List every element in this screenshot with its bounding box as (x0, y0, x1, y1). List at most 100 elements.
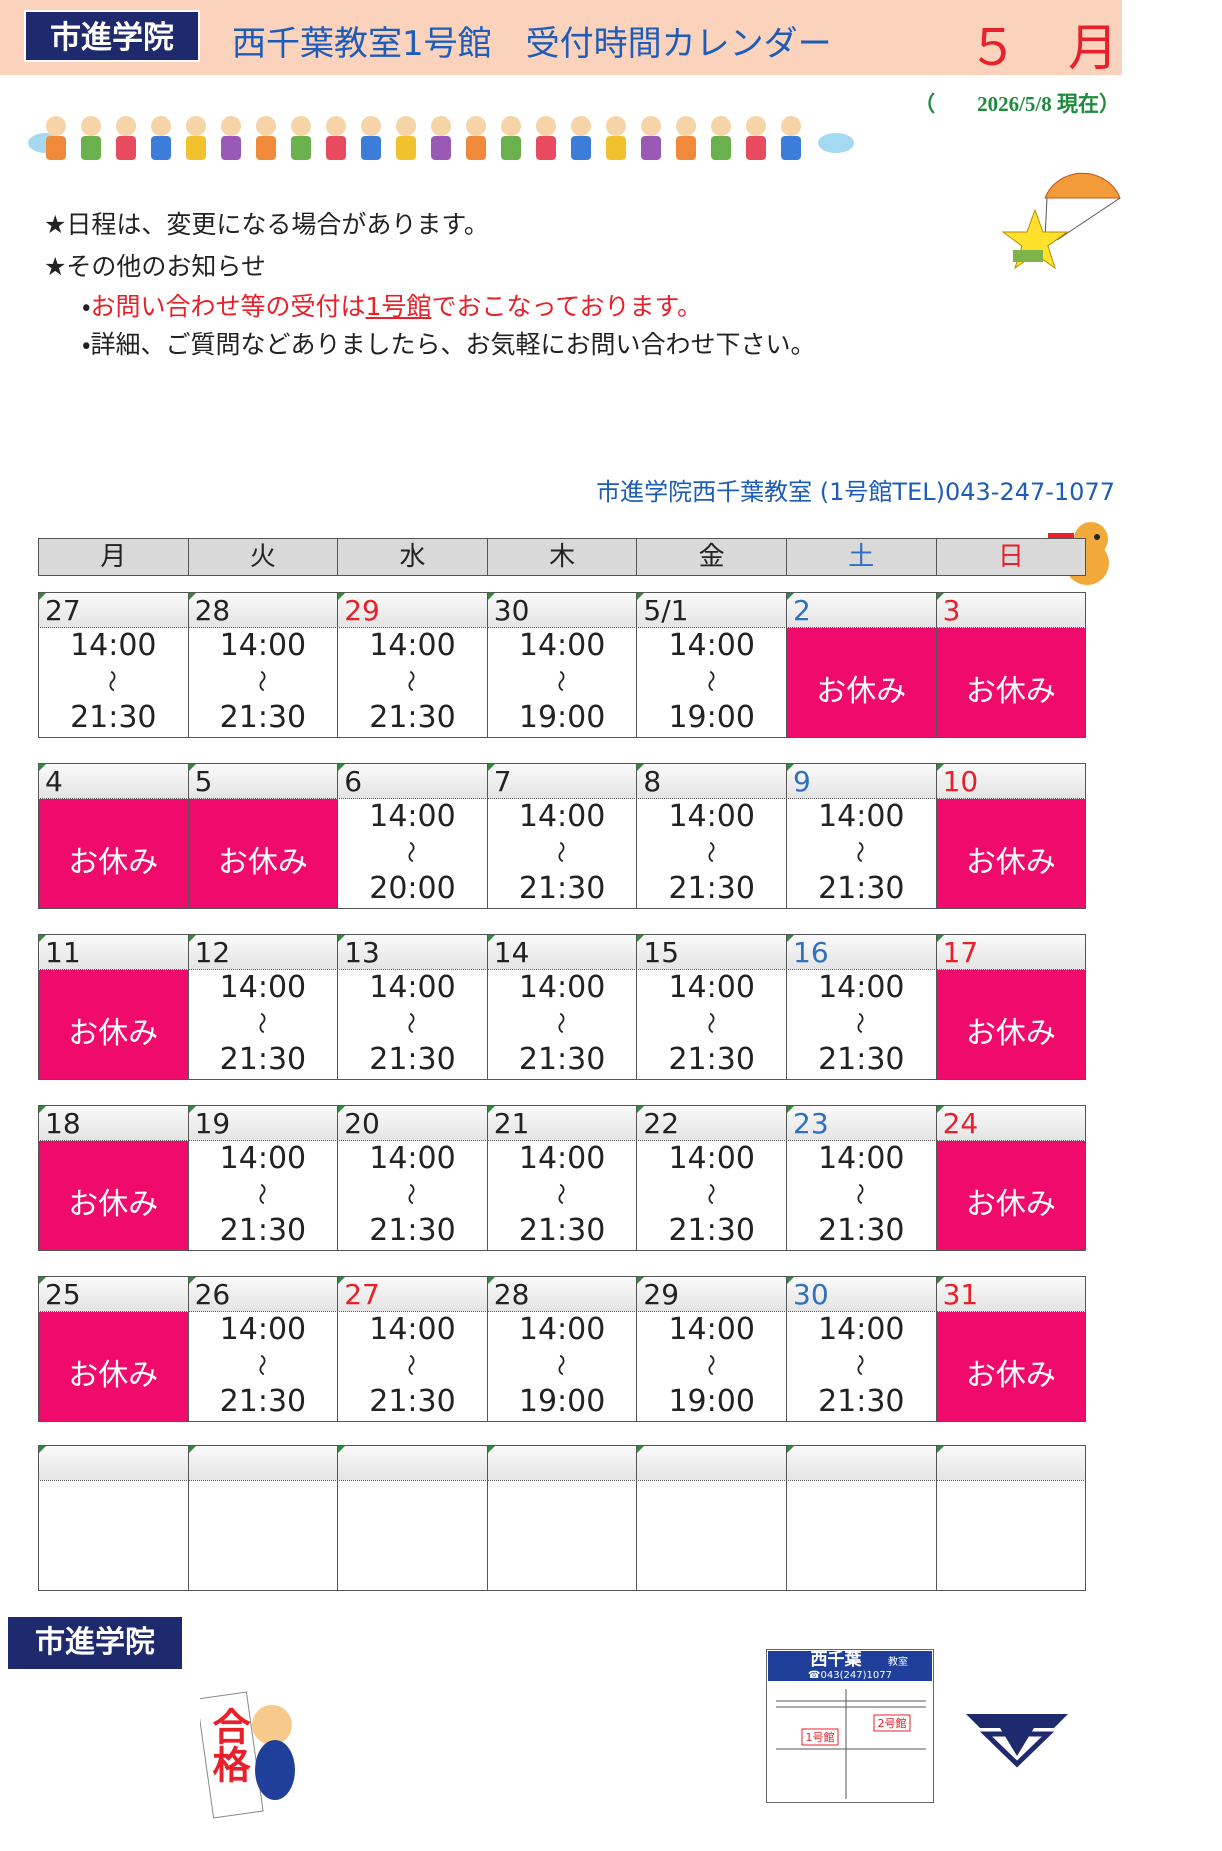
hours-cell: 14:00 ～ 21:30 (486, 1141, 638, 1251)
mascot (396, 116, 416, 160)
closed-cell: お休み (935, 1312, 1087, 1422)
date-cell: 12 (187, 934, 339, 970)
hours-line: ～ (637, 1347, 786, 1382)
hours-line: 14:00 (637, 1141, 786, 1176)
mascot (746, 116, 766, 160)
hours-time: 14:00 (518, 1141, 606, 1176)
hours-line: 21:30 (488, 871, 637, 906)
hours-time: 19:00 (668, 700, 755, 735)
date-cell: 17 (935, 934, 1087, 970)
hours-time: 14:00 (818, 1141, 905, 1176)
mascot (256, 116, 276, 160)
mascot (676, 116, 696, 160)
date-cell (935, 1445, 1087, 1481)
date-cell (187, 1445, 339, 1481)
mascot (431, 116, 451, 160)
notice: ★日程は、変更になる場合があります。 (44, 210, 489, 239)
hours-cell: 14:00 ～ 21:30 (187, 1312, 339, 1422)
hours-line: 21:30 (637, 1042, 786, 1077)
hours-line: 14:00 (787, 799, 936, 834)
closed-cell: お休み (38, 799, 189, 909)
text-run: でおこなっております。 (431, 292, 702, 321)
hours-line: 21:30 (189, 1042, 338, 1077)
mascot (46, 116, 66, 160)
date-cell: 28 (187, 592, 339, 628)
date-cell (486, 1445, 638, 1481)
mascot (221, 116, 241, 160)
bullet-line: ・詳細、ご質問などありましたら、お気軽にお問い合わせ下さい。 (82, 325, 816, 361)
hours-cell (187, 1481, 339, 1591)
closed-label: お休み (68, 1187, 159, 1222)
hours-line: 21:30 (787, 1042, 936, 1077)
hours-line: ～ (488, 1176, 637, 1211)
hours-time: 14:00 (818, 970, 905, 1005)
hours-time: 14:00 (668, 1312, 755, 1347)
date-cell: 9 (786, 763, 937, 799)
date-cell: 11 (38, 934, 189, 970)
date-cell: 30 (786, 1276, 937, 1312)
closed-label: お休み (965, 1358, 1056, 1393)
hours-time: 21:30 (219, 1384, 307, 1419)
hours-cell: 14:00 ～ 21:30 (187, 628, 339, 738)
hours-line: 14:00 (338, 799, 487, 834)
hours-line: 14:00 (637, 628, 786, 663)
hours-cell: 14:00 ～ 21:30 (636, 1141, 787, 1251)
hours-time: 21:30 (818, 1042, 905, 1077)
date-cell: 2 (786, 592, 937, 628)
hours-cell: 14:00 ～ 20:00 (337, 799, 488, 909)
closed-cell: お休み (38, 1312, 189, 1422)
hours-cell: 14:00 ～ 21:30 (38, 628, 189, 738)
hours-cell: 14:00 ～ 19:00 (636, 1312, 787, 1422)
hours-cell (38, 1481, 189, 1591)
hours-time: 19:00 (518, 1384, 606, 1419)
hours-time: 14:00 (668, 1141, 755, 1176)
hours-separator: ～ (547, 1353, 573, 1377)
hours-line: ～ (637, 834, 786, 869)
closed-cell: お休み (38, 970, 189, 1080)
closed-label: お休み (68, 1016, 159, 1051)
mascot (361, 116, 381, 160)
hours-cell: 14:00 ～ 21:30 (786, 1312, 937, 1422)
hours-line: 21:30 (189, 1213, 338, 1248)
hours-line: 19:00 (637, 1384, 786, 1419)
date-cell: 21 (486, 1105, 638, 1141)
hours-cell: 14:00 ～ 21:30 (486, 970, 638, 1080)
hours-line: 14:00 (637, 799, 786, 834)
map-title-small: 教室 (888, 1655, 908, 1668)
hours-time: 21:30 (668, 871, 755, 906)
text-run: 1号館 (365, 292, 432, 321)
date-cell: 8 (636, 763, 787, 799)
hours-line: ～ (488, 834, 637, 869)
mascot (151, 116, 171, 160)
hours-cell (486, 1481, 638, 1591)
hours-time: 14:00 (668, 970, 755, 1005)
parachute-star (1001, 172, 1121, 270)
date-cell: 18 (38, 1105, 189, 1141)
hours-cell (786, 1481, 937, 1591)
hours-separator: ～ (247, 1353, 273, 1377)
closed-label: お休み (217, 845, 308, 880)
hours-separator: ～ (397, 840, 423, 864)
hours-cell: 14:00 ～ 21:30 (786, 970, 937, 1080)
hours-line: 14:00 (488, 628, 637, 663)
brand: 市進学院 (24, 10, 200, 62)
closed-label: お休み (965, 845, 1056, 880)
date-cell: 20 (337, 1105, 488, 1141)
mascot-row (28, 116, 854, 160)
hours-time: 21:30 (818, 1384, 905, 1419)
hours-time: 14:00 (518, 1312, 606, 1347)
date-cell: 19 (187, 1105, 339, 1141)
hours-line: 14:00 (787, 1141, 936, 1176)
hours-time: 21:30 (818, 1213, 905, 1248)
hours-line: 14:00 (338, 1141, 487, 1176)
hours-line: 21:30 (637, 1213, 786, 1248)
hours-time: 21:30 (219, 1213, 307, 1248)
hours-time: 14:00 (369, 970, 456, 1005)
hours-line: 14:00 (488, 970, 637, 1005)
bullet-line: ・お問い合わせ等の受付は1号館でおこなっております。 (82, 287, 702, 323)
weekday-header: 木 (486, 538, 638, 576)
hours-cell: 14:00 ～ 21:30 (786, 1141, 937, 1251)
map-title: 西千葉 (811, 1649, 863, 1670)
date-cell: 16 (786, 934, 937, 970)
